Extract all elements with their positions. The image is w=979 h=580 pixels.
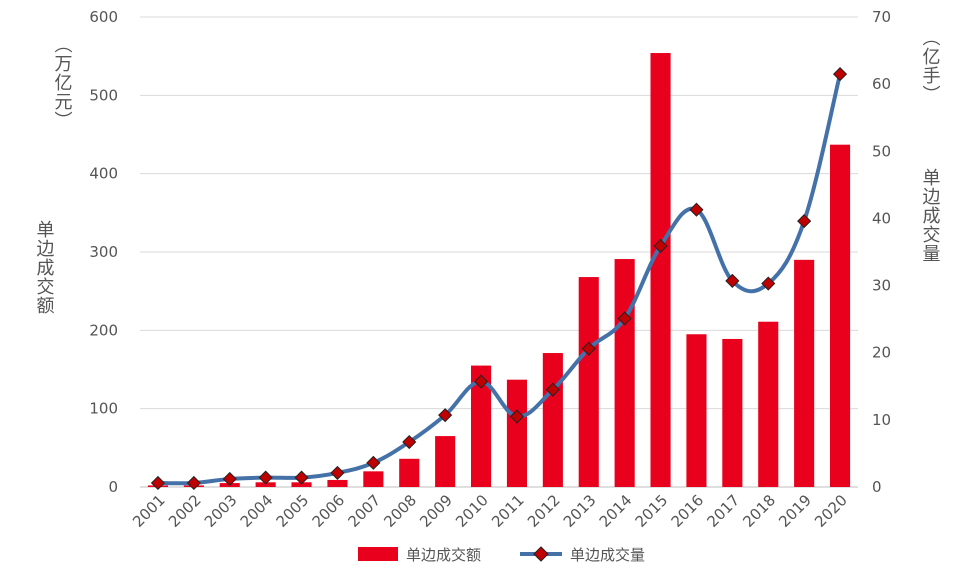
left-tick-label: 300 <box>89 243 118 261</box>
left-tick-label: 400 <box>89 165 118 183</box>
right-tick-label: 10 <box>872 411 891 429</box>
bar <box>542 353 563 487</box>
right-tick-label: 30 <box>872 277 891 295</box>
x-tick-label: 2013 <box>560 491 600 531</box>
bar <box>686 334 707 487</box>
x-tick-label: 2014 <box>596 491 636 531</box>
bar <box>327 479 348 487</box>
left-axis-name-label: 单边成交额 <box>34 220 55 315</box>
bar <box>399 458 420 487</box>
line-marker <box>402 434 417 450</box>
x-tick-label: 2010 <box>452 491 492 531</box>
bar <box>758 321 779 487</box>
line-marker <box>761 276 776 291</box>
right-tick-label: 0 <box>872 478 882 496</box>
line-marker <box>330 465 345 480</box>
line-marker <box>366 455 381 470</box>
legend: 单边成交额 单边成交量 <box>358 546 645 564</box>
legend-bar-swatch <box>358 547 398 561</box>
right-tick-label: 40 <box>872 209 891 227</box>
left-tick-label: 0 <box>108 478 118 496</box>
bar <box>578 277 599 487</box>
x-tick-label: 2003 <box>201 491 241 531</box>
x-tick-label: 2004 <box>237 491 277 531</box>
bar <box>829 144 851 487</box>
bar-layer <box>147 53 851 488</box>
x-tick-label: 2011 <box>488 491 528 531</box>
x-tick-label: 2006 <box>309 491 349 531</box>
x-tick-label: 2009 <box>416 491 456 531</box>
x-tick-label: 2016 <box>668 491 708 531</box>
x-tick-label: 2012 <box>524 491 564 531</box>
bar <box>506 379 528 487</box>
line-marker <box>509 409 525 424</box>
line-marker <box>473 374 489 389</box>
line-marker <box>438 408 453 423</box>
line-marker <box>797 214 812 229</box>
x-axis-ticks: 2001200220032004200520062007200820092010… <box>129 491 851 531</box>
bar <box>722 338 743 487</box>
line-marker <box>294 470 309 485</box>
bar <box>650 53 671 488</box>
line-marker <box>545 382 560 397</box>
x-tick-label: 2001 <box>129 491 169 531</box>
left-tick-label: 100 <box>89 400 118 418</box>
x-tick-label: 2007 <box>344 491 384 531</box>
line-marker <box>258 470 273 485</box>
line-marker <box>832 67 848 82</box>
x-tick-label: 2019 <box>775 491 815 531</box>
line-layer <box>150 67 848 491</box>
x-tick-label: 2020 <box>811 491 851 531</box>
right-axis-name-label: 单边成交量 <box>920 168 941 263</box>
x-tick-label: 2008 <box>380 491 420 531</box>
left-tick-label: 500 <box>89 86 118 104</box>
left-tick-label: 600 <box>89 8 118 26</box>
bar <box>470 365 492 487</box>
line-marker <box>150 475 166 491</box>
right-tick-label: 70 <box>872 8 891 26</box>
line-marker <box>653 238 668 254</box>
right-tick-label: 20 <box>872 344 891 362</box>
x-tick-label: 2017 <box>703 491 743 531</box>
line-marker <box>186 475 201 491</box>
line-marker <box>617 311 632 326</box>
right-tick-label: 50 <box>872 142 891 160</box>
x-tick-label: 2005 <box>273 491 313 531</box>
grid-layer <box>140 16 858 488</box>
x-tick-label: 2015 <box>632 491 672 531</box>
line-marker <box>222 471 237 487</box>
line-marker <box>725 273 740 288</box>
legend-line-marker <box>533 546 549 562</box>
left-axis-ticks: 0 100 200 300 400 500 600 <box>89 8 118 496</box>
x-tick-label: 2018 <box>739 491 779 531</box>
legend-bar-label: 单边成交额 <box>406 546 481 564</box>
left-axis-unit-label: （万亿元） <box>52 35 73 130</box>
left-tick-label: 200 <box>89 321 118 339</box>
right-axis-ticks: 0 10 20 30 40 50 60 70 <box>872 8 891 496</box>
x-tick-label: 2002 <box>165 491 205 531</box>
bar <box>794 259 815 487</box>
bar <box>363 471 384 487</box>
bar <box>435 436 456 487</box>
right-axis-unit-label: （亿手） <box>920 28 941 104</box>
legend-line-label: 单边成交量 <box>570 546 645 564</box>
right-tick-label: 60 <box>872 75 891 93</box>
bar <box>614 259 635 487</box>
line-marker <box>581 341 596 356</box>
line-marker <box>689 202 704 217</box>
